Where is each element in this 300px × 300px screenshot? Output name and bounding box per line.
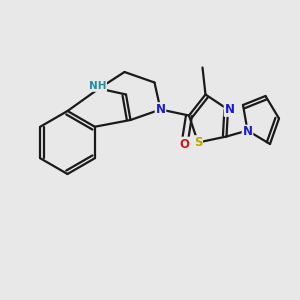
Text: N: N: [242, 125, 253, 139]
Text: N: N: [224, 103, 235, 116]
Text: S: S: [194, 136, 202, 149]
Text: O: O: [179, 137, 190, 151]
Text: NH: NH: [89, 81, 106, 91]
Text: N: N: [155, 103, 166, 116]
